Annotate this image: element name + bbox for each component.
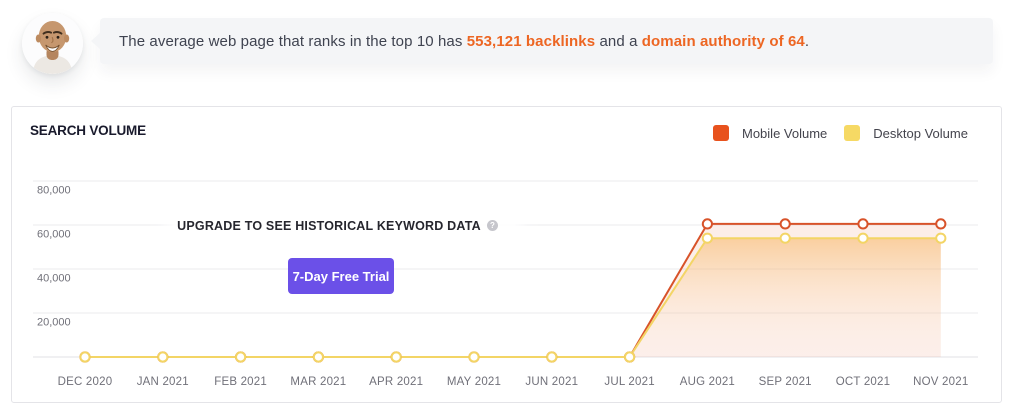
avatar-illustration xyxy=(22,13,83,74)
svg-text:NOV 2021: NOV 2021 xyxy=(913,376,968,388)
svg-text:40,000: 40,000 xyxy=(37,273,71,285)
desktop-volume-label: Desktop Volume xyxy=(873,125,968,141)
quote-bubble: The average web page that ranks in the t… xyxy=(91,18,993,64)
svg-text:OCT 2021: OCT 2021 xyxy=(836,376,890,388)
svg-text:JUN 2021: JUN 2021 xyxy=(525,376,578,388)
free-trial-button[interactable]: 7-Day Free Trial xyxy=(288,258,394,294)
domain-authority-highlight: domain authority of 64 xyxy=(641,32,805,50)
quote-text: The average web page that ranks in the t… xyxy=(119,32,810,50)
card-title: SEARCH VOLUME xyxy=(30,123,146,138)
svg-text:APR 2021: APR 2021 xyxy=(369,376,423,388)
svg-text:DEC 2020: DEC 2020 xyxy=(58,376,113,388)
upgrade-heading: UPGRADE TO SEE HISTORICAL KEYWORD DATA xyxy=(177,219,481,233)
desktop-volume-swatch xyxy=(844,125,861,141)
search-volume-chart[interactable]: 80,000 60,000 40,000 20,000 DEC 2020 JAN 2021… xyxy=(12,107,1001,402)
svg-text:AUG 2021: AUG 2021 xyxy=(680,376,735,388)
svg-text:80,000: 80,000 xyxy=(37,185,71,197)
svg-text:MAY 2021: MAY 2021 xyxy=(447,376,501,388)
mobile-volume-swatch xyxy=(713,125,729,141)
svg-text:SEP 2021: SEP 2021 xyxy=(759,376,812,388)
backlinks-highlight: 553,121 backlinks xyxy=(466,32,596,50)
svg-text:JAN 2021: JAN 2021 xyxy=(137,376,189,388)
chart-legend: Mobile Volume Desktop Volume xyxy=(713,125,968,141)
svg-text:MAR 2021: MAR 2021 xyxy=(290,376,346,388)
mobile-volume-label: Mobile Volume xyxy=(742,125,828,141)
overlay-glow xyxy=(174,215,514,237)
help-icon[interactable]: ? xyxy=(487,220,498,231)
svg-text:JUL 2021: JUL 2021 xyxy=(604,376,654,388)
search-volume-card: SEARCH VOLUME Mobile Volume Desktop Volu… xyxy=(11,106,1002,403)
svg-text:60,000: 60,000 xyxy=(37,229,71,241)
svg-text:20,000: 20,000 xyxy=(37,317,71,329)
avatar xyxy=(22,13,83,74)
svg-text:FEB 2021: FEB 2021 xyxy=(214,376,267,388)
